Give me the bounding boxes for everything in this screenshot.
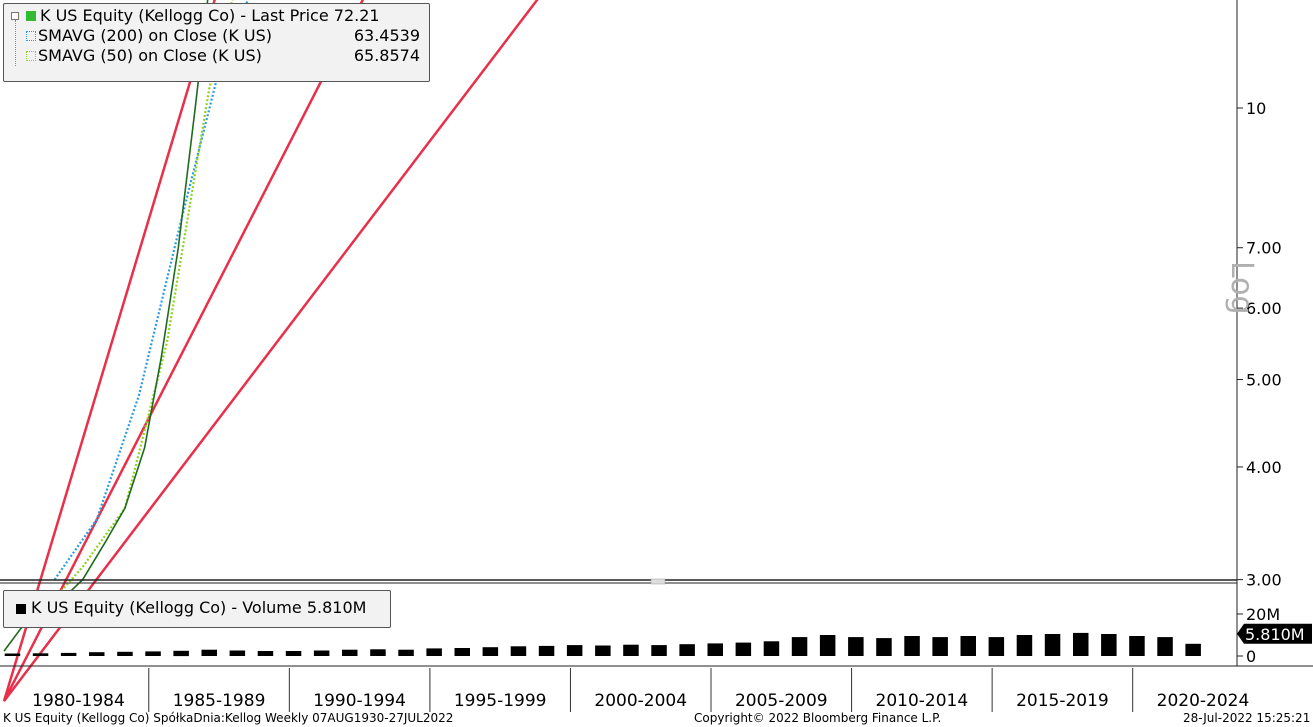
legend-sma50-label: SMAVG (50) on Close (K US): [38, 46, 262, 65]
legend-sma50-value: 65.8574: [353, 46, 420, 65]
volume-bar-1999: [538, 645, 555, 656]
legend-collapse-line: [15, 20, 17, 66]
volume-bar-2003: [651, 645, 667, 656]
price-tick-label-3.00: 3.00: [1246, 571, 1282, 590]
footer-left: K US Equity (Kellogg Co) SpółkaDnia:Kell…: [3, 711, 454, 725]
volume-bar-2005: [707, 643, 723, 656]
series-line-sma200: [53, 0, 250, 581]
legend-row-sma200: SMAVG (200) on Close (K US) 63.4539: [4, 26, 429, 46]
series-line-sma50: [34, 0, 234, 622]
volume-bar-1981: [32, 653, 49, 656]
volume-tag-shape: [1237, 623, 1312, 644]
volume-bar-1985: [145, 651, 161, 656]
x-label-1990-1994: 1990-1994: [313, 691, 406, 711]
volume-tag-text: 5.810M: [1245, 625, 1305, 644]
price-swatch-icon: [26, 11, 36, 21]
legend-price-value: 72.21: [333, 6, 380, 25]
volume-bar-2022: [1185, 643, 1201, 656]
volume-bar-2008: [791, 637, 808, 656]
volume-bars: [4, 632, 1201, 657]
x-label-1985-1989: 1985-1989: [173, 691, 266, 711]
x-label-1980-1984: 1980-1984: [32, 691, 125, 711]
volume-bar-1983: [89, 652, 105, 656]
volume-bar-2002: [623, 644, 639, 656]
legend-sma200-value: 63.4539: [353, 26, 420, 45]
volume-bar-1989: [257, 651, 274, 656]
panel-resize-handle[interactable]: [650, 578, 666, 585]
volume-bar-1997: [482, 647, 499, 656]
volume-bar-1980: [4, 653, 21, 656]
volume-bar-1982: [60, 652, 77, 656]
price-legend: K US Equity (Kellogg Co) - Last Price 72…: [3, 3, 430, 82]
trendlines: [2, 0, 539, 702]
volume-tick-label-0: 0: [1246, 647, 1256, 666]
volume-swatch-icon: [16, 604, 26, 614]
volume-bar-1986: [173, 650, 189, 657]
volume-bar-2021: [1157, 637, 1173, 656]
price-tick-label-6.00: 6.00: [1246, 299, 1282, 318]
volume-bar-2009: [819, 635, 836, 656]
legend-row-sma50: SMAVG (50) on Close (K US) 65.8574: [4, 46, 429, 66]
volume-bar-1994: [398, 649, 414, 656]
sma200-swatch-icon: [26, 31, 36, 41]
price-tags: 63.453972.215.810M: [1237, 623, 1312, 644]
price-tick-label-4.00: 4.00: [1246, 458, 1282, 477]
volume-bar-1988: [229, 650, 246, 656]
x-axis-labels: 1980-1984 1985-1989 1990-1994 1995-1999 2000…: [32, 691, 1249, 711]
price-tick-label-7.00: 7.00: [1246, 239, 1282, 258]
volume-bar-2020: [1129, 636, 1145, 656]
price-tick-label-10: 10: [1246, 99, 1266, 118]
volume-bar-1984: [117, 651, 133, 656]
x-label-2000-2004: 2000-2004: [594, 691, 687, 711]
volume-bar-1991: [313, 650, 330, 656]
volume-bar-2015: [988, 637, 1005, 656]
legend-volume-label: K US Equity (Kellogg Co) - Volume 5.810M: [31, 598, 367, 617]
volume-bar-2014: [960, 636, 976, 656]
volume-bar-1998: [510, 646, 527, 656]
volume-legend: K US Equity (Kellogg Co) - Volume 5.810M: [3, 590, 391, 628]
volume-bar-2006: [735, 642, 752, 656]
volume-bar-2012: [904, 636, 920, 656]
x-label-2010-2014: 2010-2014: [876, 691, 969, 711]
volume-tag: 5.810M: [1237, 623, 1312, 644]
trendline-2: [2, 0, 365, 702]
volume-bar-2013: [932, 637, 948, 656]
volume-bar-1990: [285, 651, 302, 656]
footer-center: Copyright© 2022 Bloomberg Finance L.P.: [694, 711, 942, 725]
volume-bar-1992: [342, 649, 358, 656]
volume-bar-1993: [370, 649, 386, 656]
footer-right: 28-Jul-2022 15:25:21: [1183, 711, 1311, 725]
log-scale-label: Log: [1224, 261, 1259, 315]
volume-bar-2019: [1101, 634, 1117, 656]
legend-expand-icon[interactable]: [11, 12, 19, 20]
trendline-1: [2, 0, 216, 702]
volume-axis-ticks: 20M 0: [1237, 605, 1280, 666]
volume-bar-2000: [566, 645, 583, 656]
legend-row-price: K US Equity (Kellogg Co) - Last Price 72…: [4, 6, 429, 26]
volume-tick-label-20M: 20M: [1246, 605, 1280, 624]
volume-bar-2016: [1016, 635, 1033, 656]
volume-bar-1996: [454, 648, 470, 656]
volume-bar-2004: [679, 644, 695, 656]
x-label-2005-2009: 2005-2009: [735, 691, 828, 711]
legend-price-label: K US Equity (Kellogg Co) - Last Price: [40, 6, 329, 25]
legend-sma200-label: SMAVG (200) on Close (K US): [38, 26, 273, 45]
volume-bar-2007: [763, 641, 780, 656]
sma50-swatch-icon: [26, 51, 36, 61]
x-label-1995-1999: 1995-1999: [454, 691, 547, 711]
price-tick-label-5.00: 5.00: [1246, 371, 1282, 390]
volume-bar-2001: [595, 645, 611, 656]
price-axis-ticks: 1006050403020107.006.005.004.003.002.00: [1237, 99, 1282, 590]
volume-bar-1987: [201, 649, 217, 656]
volume-bar-1995: [426, 648, 442, 656]
volume-bar-2018: [1073, 632, 1089, 656]
period-gridlines: [148, 668, 1134, 712]
trendline-3: [3, 0, 539, 702]
volume-bar-2010: [848, 637, 864, 656]
x-label-2020-2024: 2020-2024: [1157, 691, 1250, 711]
volume-bar-2017: [1044, 634, 1061, 656]
x-label-2015-2019: 2015-2019: [1016, 691, 1109, 711]
volume-bar-2011: [876, 638, 892, 656]
